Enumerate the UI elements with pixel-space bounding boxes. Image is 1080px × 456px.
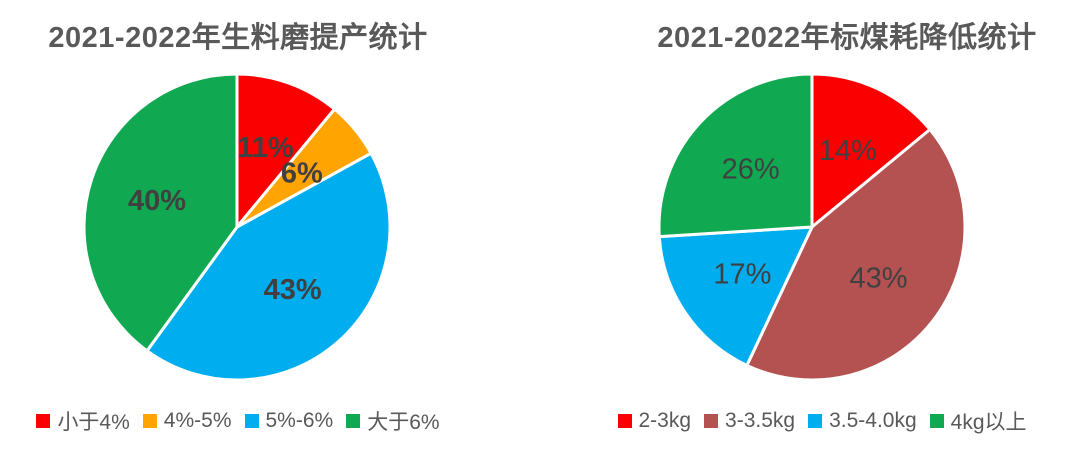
legend-raw-mill: 小于4% 4%-5% 5%-6% 大于6% [0, 406, 476, 436]
legend-item: 3-3.5kg [704, 409, 795, 433]
legend-item: 2-3kg [617, 409, 692, 433]
legend-coal-consumption: 2-3kg 3-3.5kg 3.5-4.0kg 4kg以上 [560, 406, 1080, 436]
legend-item: 4%-5% [142, 409, 232, 433]
legend-label: 2-3kg [638, 409, 692, 432]
legend-label: 4%-5% [163, 409, 232, 432]
legend-label: 3.5-4.0kg [829, 409, 917, 432]
pie-slice [235, 72, 337, 229]
pie-panel-coal-consumption: 2021-2022年标煤耗降低统计 14% 43% 17% 26% 2-3kg 3-3.… [540, 0, 1080, 456]
legend-swatch-icon [244, 414, 259, 428]
legend-label: 3-3.5kg [725, 409, 796, 432]
slice-percentage-label: 17% [713, 258, 771, 290]
legend-label: 大于6% [367, 411, 440, 434]
legend-label: 5%-6% [265, 409, 334, 432]
legend-swatch-icon [929, 414, 944, 428]
pie-chart-coal-consumption: 14% 43% 17% 26% [657, 72, 967, 382]
slice-percentage-label: 40% [128, 185, 186, 217]
legend-swatch-icon [346, 414, 361, 428]
legend-label: 小于4% [57, 411, 130, 434]
legend-swatch-icon [704, 414, 719, 428]
slice-percentage-label: 43% [849, 263, 907, 295]
slice-percentage-label: 6% [281, 157, 323, 189]
legend-item: 4kg以上 [929, 406, 1027, 436]
legend-item: 大于6% [346, 406, 440, 436]
pie-slice [82, 72, 239, 353]
slice-percentage-label: 11% [237, 132, 294, 164]
pie-slice [745, 127, 967, 382]
legend-item: 3.5-4.0kg [808, 409, 917, 433]
pie-slice [657, 72, 814, 239]
legend-item: 小于4% [36, 406, 130, 436]
legend-swatch-icon [142, 414, 157, 428]
pie-slice [657, 225, 814, 367]
legend-swatch-icon [808, 414, 823, 428]
slice-percentage-label: 43% [264, 274, 322, 306]
legend-swatch-icon [36, 414, 51, 428]
slice-percentage-label: 14% [819, 135, 877, 167]
pie-chart-raw-mill: 11%6% 43% 40% [82, 72, 392, 382]
pie-slice [145, 151, 392, 382]
slice-percentage-label: 26% [722, 153, 780, 185]
legend-label: 4kg以上 [950, 411, 1027, 434]
legend-swatch-icon [617, 414, 632, 428]
chart-title-raw-mill: 2021-2022年生料磨提产统计 [48, 22, 428, 54]
pie-slice [810, 72, 932, 229]
legend-item: 5%-6% [244, 409, 334, 433]
pie-panel-raw-mill: 2021-2022年生料磨提产统计 11% 6% 43% 40% 小于4% 4%-5% 5… [0, 22, 476, 436]
chart-title-coal-consumption: 2021-2022年标煤耗降低统计 [657, 22, 1037, 54]
